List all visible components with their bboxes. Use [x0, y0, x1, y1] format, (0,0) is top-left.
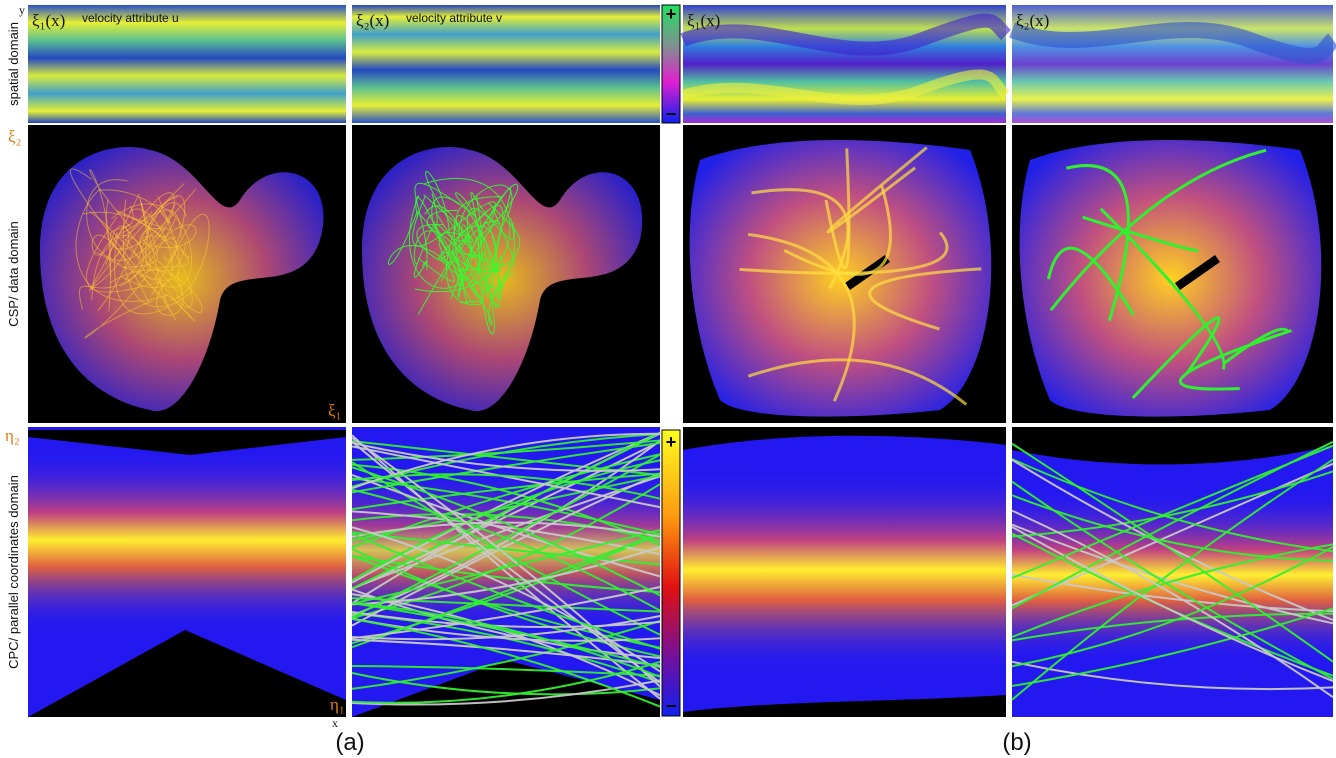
- colorbar-min: −: [666, 696, 677, 716]
- panel-symbol: ξ₁(x): [32, 11, 65, 30]
- colorbar-max: +: [666, 432, 677, 452]
- axis-label: y: [19, 3, 25, 17]
- panel-caption: velocity attribute v: [406, 11, 502, 25]
- axis-label: η₁: [330, 695, 345, 714]
- panel-symbol: ξ₂(x): [1016, 11, 1049, 30]
- axis-label: x: [332, 716, 338, 730]
- row-label: CPC/ parallel coordinates domain: [6, 475, 21, 669]
- spatial-field: [352, 5, 660, 123]
- panel-symbol: ξ₂(x): [356, 11, 389, 30]
- row-label: CSP/ data domain: [6, 221, 21, 327]
- blob: [1020, 140, 1322, 417]
- subfigure-label: (b): [1002, 729, 1031, 756]
- colorbar: [662, 430, 680, 716]
- axis-label: ξ₂: [8, 127, 22, 146]
- panel-symbol: ξ₁(x): [687, 11, 720, 30]
- figure: spatial domain CSP/ data domain CPC/ par…: [0, 0, 1336, 758]
- axis-label: η₂: [5, 426, 20, 445]
- row-label: spatial domain: [6, 22, 21, 106]
- axis-label: ξ₁: [328, 401, 342, 420]
- subfigure-label: (a): [335, 729, 364, 756]
- density-band: [28, 450, 346, 630]
- density-band: [683, 470, 1006, 670]
- csp-panels: [28, 125, 1333, 423]
- colorbar-max: +: [666, 4, 677, 24]
- colorbar-min: −: [666, 104, 677, 124]
- spatial-field: [28, 5, 346, 123]
- panel-caption: velocity attribute u: [82, 11, 179, 25]
